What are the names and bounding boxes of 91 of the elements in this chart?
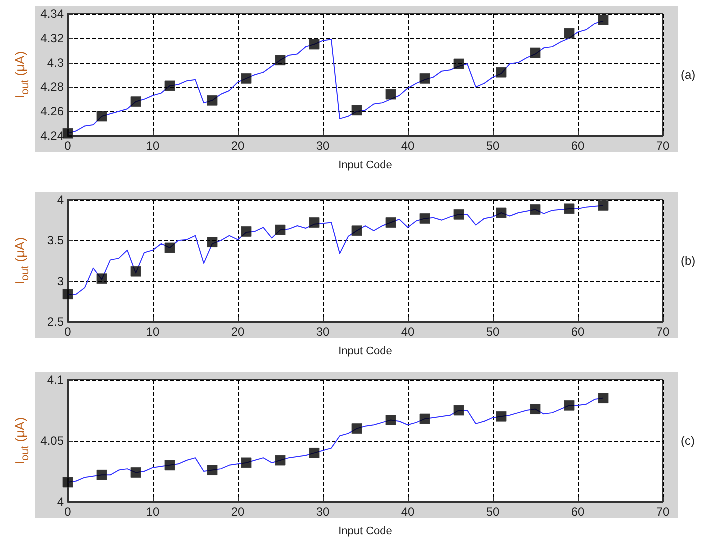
point	[352, 105, 362, 116]
x-tick-label: 10	[146, 139, 160, 153]
x-axis-title: Input Code	[338, 160, 392, 172]
y-tick-label: 2.5	[47, 315, 64, 329]
point	[207, 237, 218, 248]
point	[564, 28, 575, 39]
x-tick-label: 0	[64, 139, 72, 153]
point	[352, 424, 362, 434]
x-tick-label: 20	[231, 139, 245, 153]
x-tick-label: 60	[571, 139, 585, 153]
point	[62, 128, 74, 139]
y-tick-label: 4	[57, 193, 64, 207]
x-tick-label: 40	[401, 139, 415, 153]
point	[96, 470, 108, 480]
point	[275, 455, 286, 466]
text: (b)	[681, 254, 696, 268]
point	[164, 460, 176, 471]
point	[96, 111, 108, 122]
point	[454, 405, 464, 416]
x-tick-label: 70	[656, 505, 670, 519]
point	[598, 14, 609, 26]
point	[164, 80, 176, 92]
point	[309, 218, 320, 228]
point	[564, 204, 575, 214]
point	[275, 224, 286, 236]
y-tick-label: 3	[57, 274, 64, 288]
point	[207, 465, 218, 476]
y-tick-label: 4	[57, 495, 64, 509]
x-tick-label: 40	[401, 325, 415, 339]
point	[496, 411, 507, 422]
point	[352, 226, 362, 236]
y-tick-label: 4.3	[47, 56, 64, 70]
point	[454, 209, 464, 220]
point	[496, 67, 507, 78]
point	[164, 242, 176, 254]
x-tick-label: 50	[486, 325, 500, 339]
x-tick-label: 70	[656, 325, 670, 339]
x-tick-label: 20	[231, 325, 245, 339]
x-tick-label: 70	[656, 139, 670, 153]
point	[386, 218, 396, 228]
point	[241, 73, 252, 84]
x-tick-label: 60	[571, 325, 585, 339]
y-tick-label: 4.05	[40, 434, 64, 448]
point	[96, 274, 108, 284]
point	[420, 73, 430, 84]
x-tick-label: 50	[486, 139, 500, 153]
x-tick-label: 0	[64, 505, 72, 519]
x-tick-label: 40	[401, 505, 415, 519]
y-tick-label: 4.32	[40, 31, 64, 46]
point	[598, 393, 609, 404]
point	[386, 89, 396, 100]
point	[530, 48, 541, 58]
point	[454, 58, 464, 70]
point	[130, 467, 142, 478]
point	[241, 458, 252, 468]
y-tick-label: 4.24	[40, 129, 64, 143]
x-tick-label: 30	[316, 139, 330, 153]
y-tick-label: 4.34	[40, 7, 64, 21]
point	[309, 448, 320, 458]
point	[386, 415, 396, 426]
point	[241, 226, 252, 237]
y-tick-label: 4.26	[40, 104, 64, 119]
point	[62, 477, 74, 488]
x-axis-title: Input Code	[338, 526, 392, 538]
point	[496, 208, 507, 218]
text: (a)	[681, 68, 696, 82]
text: (c)	[681, 434, 695, 448]
x-tick-label: 20	[231, 505, 245, 519]
y-tick-label: 4.1	[47, 373, 64, 387]
x-tick-label: 30	[316, 505, 330, 519]
point	[309, 39, 320, 50]
x-tick-label: 0	[64, 325, 72, 339]
point	[62, 289, 74, 300]
point	[598, 200, 609, 211]
point	[207, 95, 218, 106]
x-axis-title: Input Code	[338, 346, 392, 358]
x-tick-label: 30	[316, 325, 330, 339]
point	[530, 204, 541, 216]
point	[420, 414, 430, 424]
point	[530, 404, 541, 415]
y-tick-label: 4.28	[40, 80, 64, 94]
x-tick-label: 10	[146, 325, 160, 339]
y-tick-label: 3.5	[47, 234, 64, 248]
point	[130, 96, 142, 108]
point	[564, 400, 575, 411]
x-tick-label: 10	[146, 505, 160, 519]
x-tick-label: 60	[571, 505, 585, 519]
x-tick-label: 50	[486, 505, 500, 519]
point	[275, 55, 286, 66]
point	[420, 213, 430, 224]
point	[130, 266, 142, 277]
